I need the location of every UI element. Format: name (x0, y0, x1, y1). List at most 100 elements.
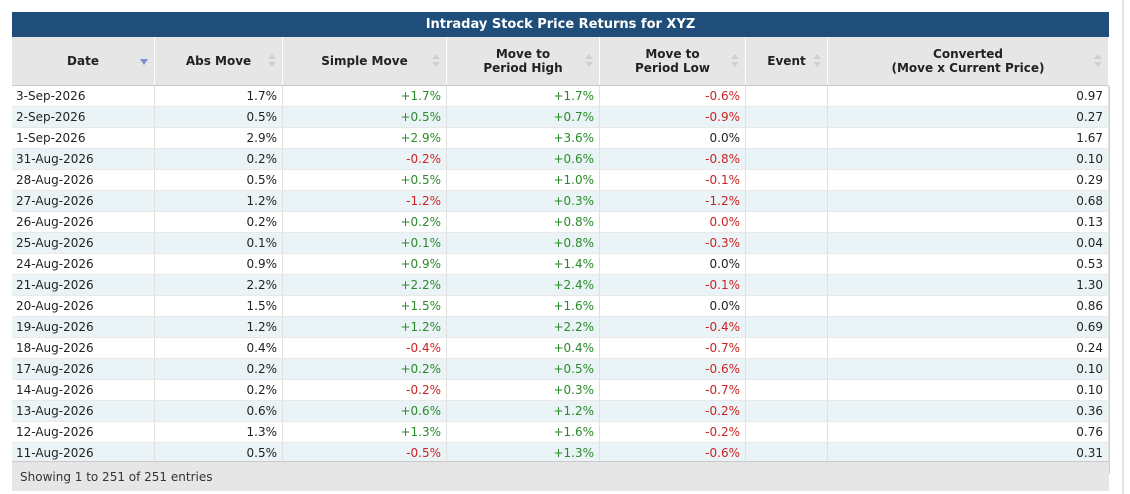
cell-conv: 1.30 (828, 275, 1109, 295)
column-header-abs-move[interactable]: Abs Move (155, 37, 283, 85)
cell-high: +2.4% (447, 275, 600, 295)
cell-high: +0.4% (447, 338, 600, 358)
column-header-converted[interactable]: Converted (Move x Current Price) (828, 37, 1109, 85)
cell-date: 14-Aug-2026 (12, 380, 155, 400)
table-row[interactable]: 26-Aug-2026 0.2% +0.2% +0.8% 0.0% 0.13 (12, 212, 1109, 233)
cell-low: -0.1% (600, 170, 746, 190)
cell-simple: +2.9% (283, 128, 447, 148)
cell-abs: 0.2% (155, 212, 283, 232)
column-header-date[interactable]: Date (12, 37, 155, 85)
table-body[interactable]: 3-Sep-2026 1.7% +1.7% +1.7% -0.6% 0.97 2-Sep-2… (12, 86, 1110, 474)
cell-high: +0.3% (447, 191, 600, 211)
cell-abs: 0.5% (155, 170, 283, 190)
cell-simple: +0.6% (283, 401, 447, 421)
cell-high: +1.6% (447, 422, 600, 442)
table-row[interactable]: 12-Aug-2026 1.3% +1.3% +1.6% -0.2% 0.76 (12, 422, 1109, 443)
cell-event (746, 296, 828, 316)
table-row[interactable]: 3-Sep-2026 1.7% +1.7% +1.7% -0.6% 0.97 (12, 86, 1109, 107)
cell-event (746, 401, 828, 421)
cell-abs: 2.2% (155, 275, 283, 295)
cell-date: 12-Aug-2026 (12, 422, 155, 442)
cell-simple: -0.2% (283, 380, 447, 400)
cell-low: -0.4% (600, 317, 746, 337)
cell-event (746, 212, 828, 232)
table-row[interactable]: 31-Aug-2026 0.2% -0.2% +0.6% -0.8% 0.10 (12, 149, 1109, 170)
table-row[interactable]: 24-Aug-2026 0.9% +0.9% +1.4% 0.0% 0.53 (12, 254, 1109, 275)
cell-event (746, 128, 828, 148)
table-row[interactable]: 11-Aug-2026 0.5% -0.5% +1.3% -0.6% 0.31 (12, 443, 1109, 464)
cell-simple: -0.2% (283, 149, 447, 169)
table-row[interactable]: 21-Aug-2026 2.2% +2.2% +2.4% -0.1% 1.30 (12, 275, 1109, 296)
table-row[interactable]: 13-Aug-2026 0.6% +0.6% +1.2% -0.2% 0.36 (12, 401, 1109, 422)
column-header-label: Move to Period Low (635, 47, 710, 75)
column-header-simple-move[interactable]: Simple Move (283, 37, 447, 85)
column-header-event[interactable]: Event (746, 37, 828, 85)
cell-conv: 0.36 (828, 401, 1109, 421)
cell-low: 0.0% (600, 212, 746, 232)
table-header-row: Date Abs Move Simple Move Move to Period… (12, 37, 1109, 86)
cell-date: 18-Aug-2026 (12, 338, 155, 358)
cell-conv: 0.69 (828, 317, 1109, 337)
cell-abs: 1.7% (155, 86, 283, 106)
cell-conv: 1.67 (828, 128, 1109, 148)
sort-toggle-icon (585, 53, 593, 69)
cell-conv: 0.10 (828, 380, 1109, 400)
table-row[interactable]: 27-Aug-2026 1.2% -1.2% +0.3% -1.2% 0.68 (12, 191, 1109, 212)
cell-high: +1.0% (447, 170, 600, 190)
cell-simple: +0.5% (283, 107, 447, 127)
cell-event (746, 233, 828, 253)
cell-date: 25-Aug-2026 (12, 233, 155, 253)
table-row[interactable]: 19-Aug-2026 1.2% +1.2% +2.2% -0.4% 0.69 (12, 317, 1109, 338)
cell-simple: +0.9% (283, 254, 447, 274)
table-row[interactable]: 20-Aug-2026 1.5% +1.5% +1.6% 0.0% 0.86 (12, 296, 1109, 317)
cell-abs: 0.4% (155, 338, 283, 358)
cell-date: 21-Aug-2026 (12, 275, 155, 295)
cell-conv: 0.24 (828, 338, 1109, 358)
cell-simple: +0.5% (283, 170, 447, 190)
cell-low: -0.7% (600, 380, 746, 400)
table-row[interactable]: 25-Aug-2026 0.1% +0.1% +0.8% -0.3% 0.04 (12, 233, 1109, 254)
cell-abs: 2.9% (155, 128, 283, 148)
cell-date: 3-Sep-2026 (12, 86, 155, 106)
table-row[interactable]: 18-Aug-2026 0.4% -0.4% +0.4% -0.7% 0.24 (12, 338, 1109, 359)
cell-high: +0.3% (447, 380, 600, 400)
sort-toggle-icon (813, 53, 821, 69)
cell-event (746, 149, 828, 169)
cell-simple: -1.2% (283, 191, 447, 211)
cell-simple: -0.5% (283, 443, 447, 463)
table-title: Intraday Stock Price Returns for XYZ (12, 12, 1109, 37)
cell-simple: +1.5% (283, 296, 447, 316)
table-row[interactable]: 17-Aug-2026 0.2% +0.2% +0.5% -0.6% 0.10 (12, 359, 1109, 380)
cell-high: +0.8% (447, 212, 600, 232)
column-header-move-to-period-low[interactable]: Move to Period Low (600, 37, 746, 85)
sort-toggle-icon (268, 53, 276, 69)
cell-high: +1.2% (447, 401, 600, 421)
cell-low: -0.2% (600, 422, 746, 442)
cell-abs: 0.1% (155, 233, 283, 253)
cell-high: +1.4% (447, 254, 600, 274)
table-info-footer: Showing 1 to 251 of 251 entries (12, 461, 1109, 491)
sort-descending-icon (140, 59, 148, 65)
column-header-label: Date (67, 54, 99, 68)
cell-low: -0.9% (600, 107, 746, 127)
cell-event (746, 275, 828, 295)
table-row[interactable]: 2-Sep-2026 0.5% +0.5% +0.7% -0.9% 0.27 (12, 107, 1109, 128)
cell-conv: 0.13 (828, 212, 1109, 232)
cell-conv: 0.10 (828, 149, 1109, 169)
cell-simple: +1.3% (283, 422, 447, 442)
cell-high: +2.2% (447, 317, 600, 337)
column-header-label: Abs Move (185, 54, 252, 68)
cell-high: +3.6% (447, 128, 600, 148)
table-row[interactable]: 14-Aug-2026 0.2% -0.2% +0.3% -0.7% 0.10 (12, 380, 1109, 401)
cell-event (746, 359, 828, 379)
sort-toggle-icon (1094, 53, 1102, 69)
table-row[interactable]: 1-Sep-2026 2.9% +2.9% +3.6% 0.0% 1.67 (12, 128, 1109, 149)
cell-low: 0.0% (600, 296, 746, 316)
column-header-label: Event (767, 54, 806, 68)
page-scrollbar[interactable] (1122, 0, 1124, 494)
cell-date: 1-Sep-2026 (12, 128, 155, 148)
cell-low: -0.3% (600, 233, 746, 253)
column-header-move-to-period-high[interactable]: Move to Period High (447, 37, 600, 85)
table-row[interactable]: 28-Aug-2026 0.5% +0.5% +1.0% -0.1% 0.29 (12, 170, 1109, 191)
cell-conv: 0.68 (828, 191, 1109, 211)
